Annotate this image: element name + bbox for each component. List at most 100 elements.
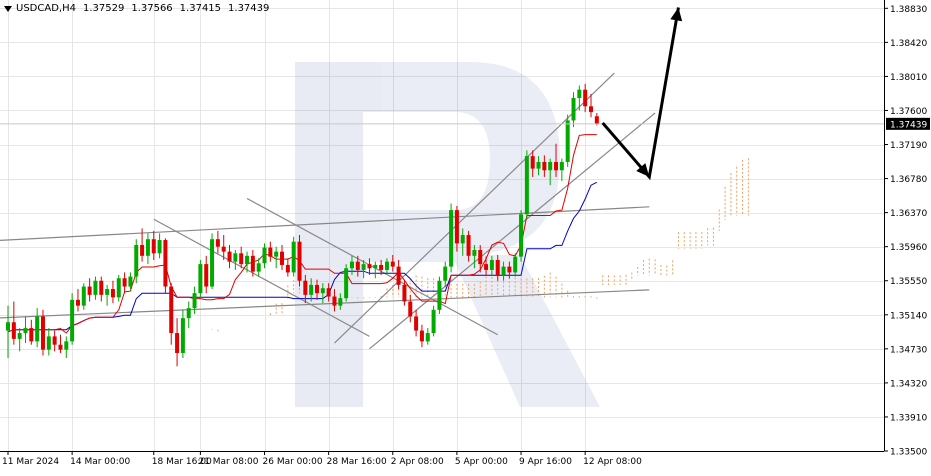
candle-bear: [297, 241, 302, 281]
open-value: 1.37529: [82, 3, 125, 14]
candle-bear: [29, 328, 34, 342]
symbol-label: USDCAD,H4: [16, 3, 76, 14]
candle-bear: [227, 251, 232, 262]
candle-bull: [489, 259, 494, 270]
x-tick-label: 28 Mar 16:00: [327, 457, 387, 467]
candle-bull: [460, 235, 465, 244]
y-tick-label: 1.37600: [890, 107, 927, 117]
candle-bull: [338, 298, 343, 306]
trendline: [369, 112, 656, 350]
trendline: [153, 218, 370, 337]
candle-bear: [332, 296, 337, 306]
tenkan-line: [7, 134, 597, 334]
candle-bear: [110, 289, 115, 298]
current-price-box: [886, 117, 930, 130]
watermark-logo: [295, 62, 600, 407]
y-tick-label: 1.37190: [890, 141, 927, 151]
candle-bull: [93, 280, 98, 295]
chevron-down-icon[interactable]: [4, 5, 12, 12]
candle-bear: [390, 261, 395, 267]
candle-bear: [355, 261, 360, 270]
candle-bear: [163, 240, 168, 287]
candle-bear: [594, 116, 599, 124]
candle-bear: [75, 299, 80, 306]
candle-bull: [309, 284, 314, 295]
candle-bull: [524, 156, 529, 215]
candle-bear: [11, 322, 16, 339]
candle-bull: [577, 89, 582, 99]
candle-bull: [571, 98, 576, 121]
candle-bull: [23, 328, 28, 334]
candle-bear: [250, 255, 255, 272]
trendline: [0, 289, 650, 319]
candle-bull: [384, 261, 389, 270]
candle-bear: [367, 264, 372, 269]
candle-bull: [472, 250, 477, 256]
candle-bull: [565, 120, 570, 162]
forecast-arrow: [601, 7, 683, 181]
candle-bull: [17, 333, 22, 339]
candle-bull: [361, 264, 366, 270]
candle-bear: [303, 280, 308, 295]
candle-bear: [507, 266, 512, 273]
candle-bull: [344, 268, 349, 299]
candle-bull: [116, 278, 121, 298]
x-tick-label: 11 Mar 2024: [2, 457, 59, 467]
candle-bull: [105, 289, 110, 295]
candle-bear: [285, 264, 290, 273]
candle-bull: [513, 256, 518, 273]
candle-bear: [175, 333, 180, 353]
candle-bear: [414, 316, 419, 331]
candle-bull: [192, 293, 197, 309]
candle-bull: [274, 251, 279, 257]
y-tick-label: 1.33910: [890, 413, 927, 423]
candle-bull: [373, 264, 378, 269]
candle-bull: [128, 276, 133, 287]
candle-bull: [349, 261, 354, 269]
candle-bull: [245, 255, 250, 265]
candle-bull: [256, 263, 261, 272]
trendline: [246, 197, 499, 336]
candle-bear: [204, 264, 209, 287]
candle-bull: [6, 322, 10, 331]
candle-bear: [52, 336, 57, 345]
candle-bear: [466, 235, 471, 256]
candle-bear: [40, 316, 45, 350]
candle-bull: [70, 299, 75, 342]
candle-bear: [530, 156, 535, 169]
candle-bear: [99, 280, 104, 295]
candle-bear: [140, 245, 145, 256]
y-tick-label: 1.36370: [890, 209, 927, 219]
watermark-stem: [295, 62, 363, 407]
low-value: 1.37415: [179, 3, 222, 14]
candle-bull: [548, 161, 553, 171]
x-tick-label: 26 Mar 00:00: [263, 457, 323, 467]
chart-header: USDCAD,H4 1.37529 1.37566 1.37415 1.3743…: [4, 3, 272, 14]
candle-bull: [519, 214, 524, 257]
ichimoku-cloud: [211, 158, 749, 332]
candle-bull: [291, 241, 296, 273]
watermark-bowl: [363, 62, 600, 407]
candle-bear: [314, 284, 319, 294]
candle-bear: [396, 266, 401, 285]
candle-bull: [449, 210, 454, 267]
candle-bear: [542, 161, 547, 171]
candle-bear: [402, 284, 407, 302]
candle-bull: [198, 264, 203, 294]
x-tick-label: 21 Mar 08:00: [198, 457, 258, 467]
y-tick-label: 1.34730: [890, 345, 927, 355]
candle-bull: [81, 286, 86, 306]
x-tick-label: 12 Apr 08:00: [583, 457, 642, 467]
candle-bull: [46, 336, 51, 350]
close-value: 1.37439: [228, 3, 270, 14]
candle-bear: [280, 251, 285, 265]
candle-bear: [215, 239, 220, 247]
candle-bear: [268, 247, 273, 257]
candle-bear: [221, 246, 226, 252]
x-tick-label: 9 Apr 16:00: [519, 457, 572, 467]
candle-bear: [454, 210, 459, 244]
current-price-label: 1.37439: [890, 120, 927, 130]
